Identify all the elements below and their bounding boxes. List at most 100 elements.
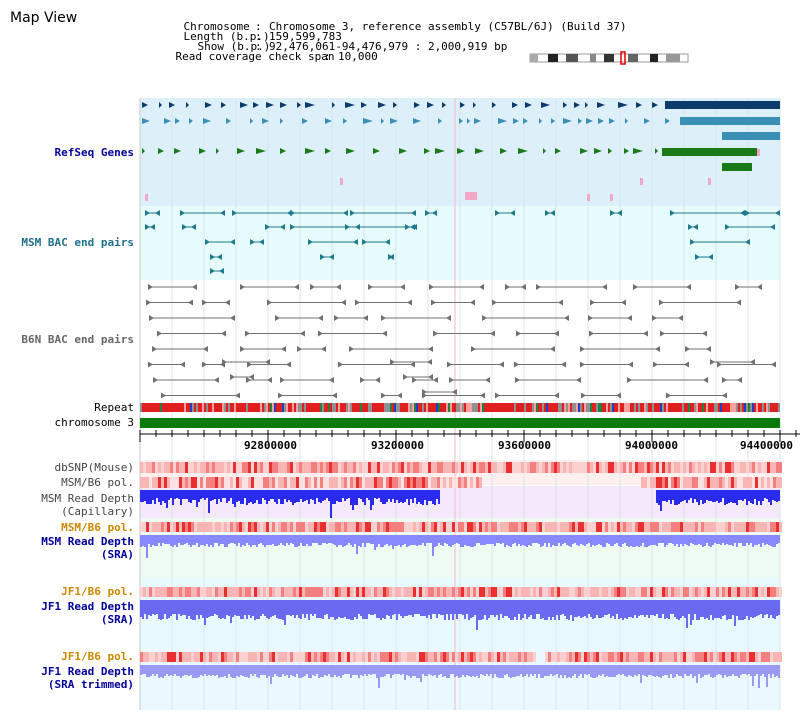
jf1-b6-pol-cell	[335, 587, 338, 597]
capillary-depth-bar	[778, 490, 780, 501]
jf1-sra-depth-bar	[522, 600, 524, 618]
jf1-b6-pol-cell	[713, 652, 716, 662]
repeat-segment	[498, 403, 500, 412]
capillary-depth-bar	[272, 490, 274, 499]
jf1-trimmed-depth-bar	[652, 665, 654, 676]
repeat-segment	[338, 403, 340, 412]
msm-sra-depth-bar	[542, 535, 544, 546]
msm-sra-depth-bar	[248, 535, 250, 545]
repeat-segment	[778, 403, 780, 412]
capillary-depth-bar	[414, 490, 416, 498]
jf1-b6-pol-cell	[494, 587, 497, 597]
jf1-b6-pol-cell	[740, 587, 743, 597]
msm-b6-pol-cell	[260, 522, 263, 532]
jf1-b6-pol-cell	[275, 652, 278, 662]
msm-b6-pol-cell	[470, 477, 473, 488]
snp-density-cell	[356, 462, 359, 473]
track-label-msm-b6-pol-1[interactable]: MSM/B6 pol.	[61, 476, 134, 489]
track-label-msm-depth-sra[interactable]: MSM Read Depth (SRA)	[0, 535, 134, 561]
jf1-trimmed-depth-bar	[260, 665, 262, 675]
jf1-b6-pol-cell	[764, 652, 767, 662]
jf1-sra-depth-bar	[392, 600, 394, 615]
jf1-trimmed-depth-bar	[196, 665, 198, 678]
repeat-segment	[320, 403, 322, 412]
jf1-trimmed-depth-bar	[468, 665, 470, 676]
capillary-depth-bar	[270, 490, 272, 499]
repeat-segment	[388, 403, 390, 412]
msm-b6-pol-cell	[587, 522, 590, 532]
jf1-b6-pol-cell	[224, 587, 227, 597]
capillary-depth-bar	[750, 490, 752, 503]
snp-density-cell	[704, 462, 707, 473]
repeat-segment	[656, 403, 658, 412]
msm-b6-pol-cell	[194, 522, 197, 532]
repeat-segment	[488, 403, 490, 412]
jf1-trimmed-depth-bar	[246, 665, 248, 677]
snp-density-cell	[581, 462, 584, 473]
capillary-depth-bar	[282, 490, 284, 504]
jf1-trimmed-depth-bar	[546, 665, 548, 676]
msm-bac-pair-end	[205, 239, 210, 245]
repeat-segment	[394, 403, 396, 412]
msm-sra-depth-bar	[604, 535, 606, 547]
jf1-trimmed-depth-bar	[206, 665, 208, 676]
repeat-segment	[776, 403, 778, 412]
track-label-msm-bac[interactable]: MSM BAC end pairs	[21, 236, 134, 249]
jf1-sra-depth-bar	[768, 600, 770, 618]
jf1-sra-depth-bar	[166, 600, 168, 619]
msm-b6-pol-cell	[389, 522, 392, 532]
msm-sra-depth-bar	[732, 535, 734, 546]
track-label-jf1-depth-sra-line1: JF1 Read Depth	[41, 600, 134, 613]
msm-b6-pol-cell	[743, 477, 746, 488]
jf1-b6-pol-cell	[242, 652, 245, 662]
repeat-segment	[314, 403, 316, 412]
capillary-depth-bar	[722, 490, 724, 498]
jf1-trimmed-depth-bar	[392, 665, 394, 675]
track-label-chromosome[interactable]: chromosome 3	[54, 416, 134, 429]
b6n-bac-pair-end	[221, 330, 226, 337]
track-label-dbsnp[interactable]: dbSNP(Mouse)	[54, 461, 134, 474]
msm-sra-depth-bar	[510, 535, 512, 547]
jf1-sra-depth-bar	[410, 600, 412, 615]
capillary-depth-bar	[394, 490, 396, 503]
repeat-segment	[152, 403, 154, 412]
capillary-depth-bar	[288, 490, 290, 500]
capillary-depth-bar	[188, 490, 190, 502]
track-label-refseq[interactable]: RefSeq Genes	[54, 146, 134, 159]
track-label-msm-b6-pol-2[interactable]: MSM/B6 pol.	[61, 521, 134, 534]
jf1-b6-pol-cell	[695, 652, 698, 662]
msm-b6-pol-cell	[752, 477, 755, 488]
repeat-segment	[214, 403, 216, 412]
jf1-trimmed-depth-bar	[646, 665, 648, 677]
jf1-trimmed-depth-bar	[164, 665, 166, 676]
repeat-segment	[666, 403, 668, 412]
track-label-jf1-depth-trimmed-line2: (SRA trimmed)	[47, 678, 134, 691]
msm-b6-pol-cell	[278, 522, 281, 532]
track-label-jf1-depth-trimmed[interactable]: JF1 Read Depth (SRA trimmed)	[0, 665, 134, 691]
jf1-b6-pol-cell	[533, 652, 536, 662]
track-label-jf1-b6-pol-2[interactable]: JF1/B6 pol.	[61, 650, 134, 663]
jf1-sra-depth-bar	[440, 600, 442, 615]
jf1-b6-pol-cell	[242, 587, 245, 597]
jf1-trimmed-depth-bar	[322, 665, 324, 677]
refseq-gene-mark	[500, 148, 507, 154]
snp-density-cell	[515, 462, 518, 473]
track-label-jf1-b6-pol-1[interactable]: JF1/B6 pol.	[61, 585, 134, 598]
msm-b6-pol-cell	[296, 522, 299, 532]
jf1-trimmed-depth-bar	[222, 665, 224, 677]
snp-density-cell	[359, 462, 362, 473]
track-label-b6n-bac[interactable]: B6N BAC end pairs	[21, 333, 134, 346]
capillary-depth-bar	[758, 490, 760, 501]
jf1-sra-depth-bar	[442, 600, 444, 615]
track-label-repeat[interactable]: Repeat	[94, 401, 134, 414]
msm-sra-depth-bar	[714, 535, 716, 543]
jf1-b6-pol-cell	[464, 587, 467, 597]
jf1-b6-pol-cell	[698, 652, 701, 662]
repeat-segment	[508, 403, 510, 412]
track-label-msm-depth-capillary[interactable]: MSM Read Depth (Capillary)	[0, 492, 134, 518]
snp-density-cell	[191, 462, 194, 473]
track-label-jf1-depth-sra[interactable]: JF1 Read Depth (SRA)	[0, 600, 134, 626]
jf1-b6-pol-cell	[152, 652, 155, 662]
msm-b6-pol-cell	[563, 522, 566, 532]
